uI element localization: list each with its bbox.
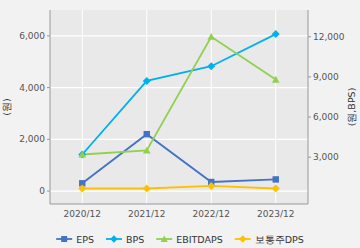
y2-axis-label: (원,BPS) bbox=[346, 88, 357, 127]
series-line bbox=[82, 134, 276, 183]
tick-label-x: 2021/12 bbox=[128, 209, 165, 219]
point bbox=[78, 151, 86, 158]
axis-x bbox=[50, 204, 308, 205]
series-group bbox=[78, 30, 280, 192]
point bbox=[78, 184, 86, 192]
tick-label-y: 0 bbox=[39, 186, 45, 196]
tick-label-x: 2020/12 bbox=[64, 209, 101, 219]
tick-label-y2: 9,000 bbox=[313, 72, 339, 82]
grid-line-x bbox=[275, 10, 276, 204]
legend-marker bbox=[161, 235, 168, 241]
legend-item: 보통주DPS bbox=[235, 234, 304, 245]
tick-label-y: 6,000 bbox=[19, 31, 45, 41]
axis-y bbox=[50, 10, 51, 204]
point bbox=[207, 182, 215, 190]
point bbox=[272, 184, 280, 192]
point bbox=[272, 76, 280, 83]
legend-label: EPS bbox=[76, 234, 94, 245]
legend-label: 보통주DPS bbox=[255, 234, 304, 245]
legend-item: EPS bbox=[56, 234, 94, 245]
tick-label-y2: 12,000 bbox=[313, 32, 345, 42]
point bbox=[207, 62, 215, 70]
chart: 0 2,000 4,000 6,000 3,000 6,000 9,000 12,000 202… bbox=[0, 0, 360, 248]
tick-label-x: 2023/12 bbox=[257, 209, 294, 219]
grid-line-y bbox=[50, 139, 308, 140]
point bbox=[273, 176, 279, 182]
legend: EPS BPS EBITDAPS 보통주DPS bbox=[56, 234, 304, 245]
legend-marker bbox=[61, 236, 67, 242]
point bbox=[272, 30, 280, 38]
y-axis-label: (원) bbox=[1, 98, 12, 115]
tick-label-y2: 3,000 bbox=[313, 152, 339, 162]
series-line bbox=[82, 34, 276, 154]
legend-label: BPS bbox=[126, 234, 144, 245]
series-line bbox=[82, 186, 276, 189]
point bbox=[207, 33, 215, 40]
grid-line-x bbox=[146, 10, 147, 204]
tick-label-x: 2022/12 bbox=[193, 209, 230, 219]
legend-marker bbox=[239, 235, 247, 243]
legend-item: BPS bbox=[106, 234, 144, 245]
tick-label-y: 4,000 bbox=[19, 83, 45, 93]
legend-label: EBITDAPS bbox=[176, 234, 223, 245]
grid-line-y bbox=[50, 35, 308, 36]
point bbox=[78, 150, 86, 158]
axis-y2 bbox=[308, 10, 309, 204]
legend-item: EBITDAPS bbox=[156, 234, 223, 245]
tick-label-y2: 6,000 bbox=[313, 112, 339, 122]
tick-label-y: 2,000 bbox=[19, 134, 45, 144]
plot-area bbox=[50, 10, 308, 204]
grid-line-y bbox=[50, 87, 308, 88]
point bbox=[143, 184, 151, 192]
series-line bbox=[82, 37, 276, 155]
legend-marker bbox=[110, 235, 118, 243]
point bbox=[144, 131, 150, 137]
point bbox=[143, 77, 151, 85]
grid-line-y bbox=[50, 190, 308, 191]
point bbox=[143, 147, 151, 154]
grid-line-x bbox=[82, 10, 83, 204]
